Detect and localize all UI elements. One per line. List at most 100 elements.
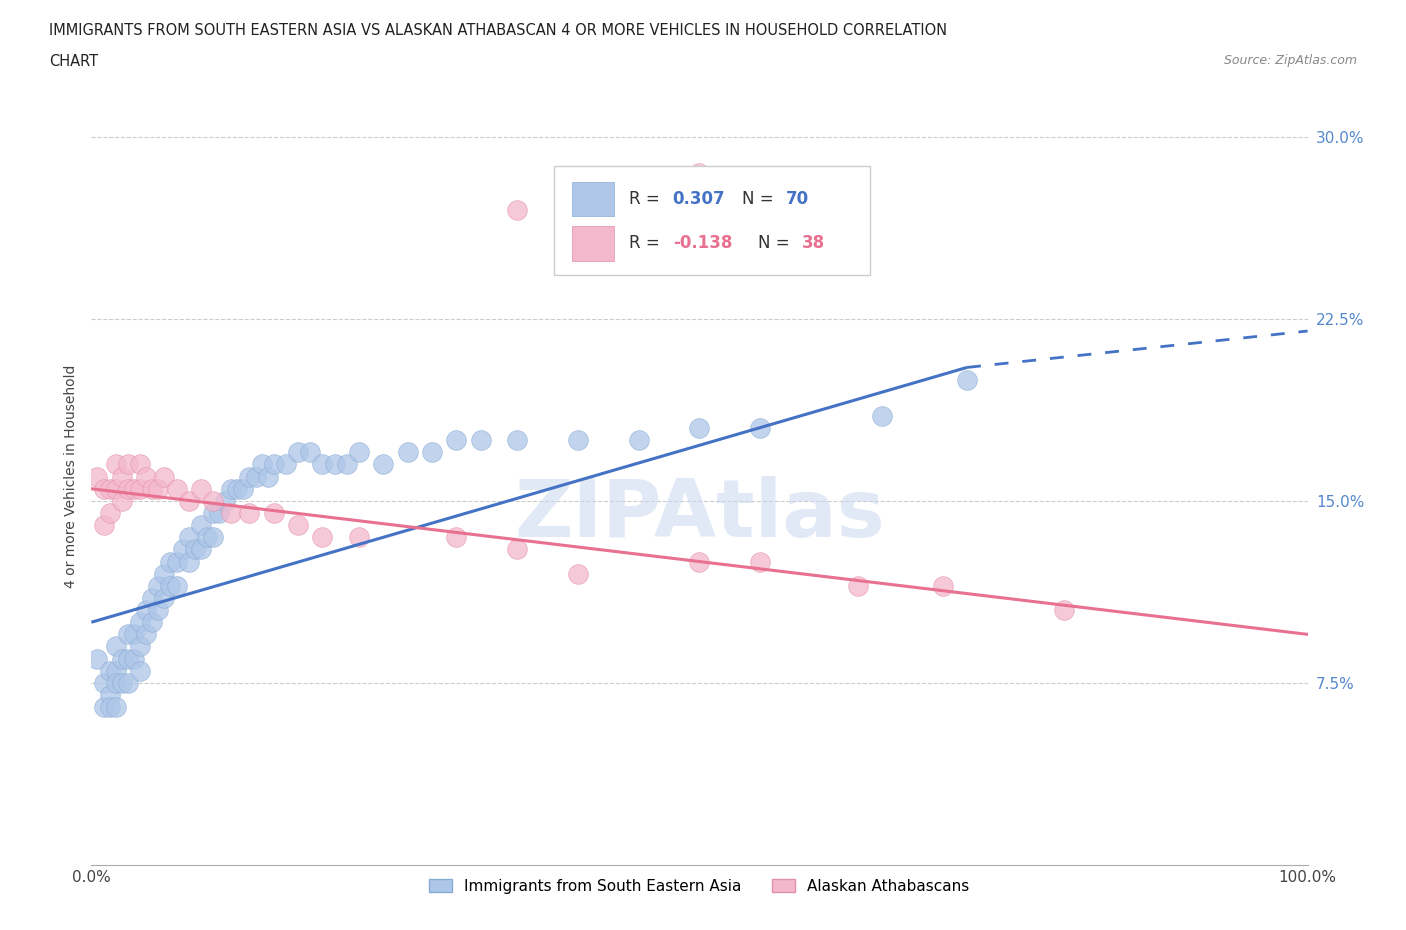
Point xyxy=(153,566,176,581)
Point xyxy=(749,420,772,435)
Point xyxy=(195,530,218,545)
Point xyxy=(506,542,529,557)
Point xyxy=(117,651,139,666)
Point xyxy=(111,469,134,484)
Point xyxy=(148,578,170,593)
Point xyxy=(177,494,200,509)
Point xyxy=(444,432,467,447)
Point xyxy=(263,457,285,472)
Point xyxy=(129,615,152,630)
Point xyxy=(396,445,419,459)
Point xyxy=(148,482,170,497)
Point xyxy=(117,457,139,472)
Point xyxy=(226,482,249,497)
Point xyxy=(104,482,127,497)
Point xyxy=(688,420,710,435)
Point xyxy=(1053,603,1076,618)
Point xyxy=(184,542,207,557)
Point xyxy=(166,578,188,593)
Point xyxy=(153,591,176,605)
Point xyxy=(98,687,121,702)
Point xyxy=(148,603,170,618)
Point xyxy=(111,651,134,666)
Point xyxy=(93,699,115,714)
Text: N =: N = xyxy=(742,190,779,207)
FancyBboxPatch shape xyxy=(572,226,614,260)
Point xyxy=(688,554,710,569)
Point xyxy=(274,457,297,472)
Point xyxy=(287,445,309,459)
Point xyxy=(86,469,108,484)
Point xyxy=(250,457,273,472)
Point xyxy=(129,639,152,654)
Point xyxy=(202,494,225,509)
Point xyxy=(104,639,127,654)
Point xyxy=(98,482,121,497)
Point xyxy=(232,482,254,497)
Point xyxy=(129,663,152,678)
Point xyxy=(190,482,212,497)
Point xyxy=(238,469,260,484)
Point xyxy=(567,432,589,447)
Point xyxy=(104,675,127,690)
Point xyxy=(219,506,242,521)
Point xyxy=(214,494,236,509)
Text: N =: N = xyxy=(758,233,794,252)
Point xyxy=(153,469,176,484)
Point xyxy=(104,663,127,678)
Text: R =: R = xyxy=(628,233,665,252)
Point xyxy=(93,675,115,690)
Point xyxy=(111,494,134,509)
Point xyxy=(846,578,869,593)
Point xyxy=(506,432,529,447)
Point xyxy=(931,578,953,593)
Point xyxy=(299,445,322,459)
Point xyxy=(444,530,467,545)
Legend: Immigrants from South Eastern Asia, Alaskan Athabascans: Immigrants from South Eastern Asia, Alas… xyxy=(423,872,976,900)
Text: 0.307: 0.307 xyxy=(672,190,725,207)
Point xyxy=(956,372,979,387)
Point xyxy=(141,482,163,497)
Point xyxy=(287,518,309,533)
FancyBboxPatch shape xyxy=(572,181,614,217)
Text: ZIPAtlas: ZIPAtlas xyxy=(515,476,884,554)
Point xyxy=(122,482,145,497)
Point xyxy=(117,675,139,690)
Text: 38: 38 xyxy=(801,233,825,252)
Point xyxy=(245,469,267,484)
Text: -0.138: -0.138 xyxy=(672,233,733,252)
Point xyxy=(172,542,194,557)
Point xyxy=(135,469,157,484)
Point xyxy=(336,457,359,472)
Point xyxy=(256,469,278,484)
Point xyxy=(166,554,188,569)
Point xyxy=(141,591,163,605)
Text: R =: R = xyxy=(628,190,665,207)
Point xyxy=(323,457,346,472)
Point xyxy=(373,457,395,472)
Point xyxy=(208,506,231,521)
Point xyxy=(86,651,108,666)
Point xyxy=(190,518,212,533)
Point xyxy=(177,554,200,569)
Point xyxy=(117,482,139,497)
Point xyxy=(749,554,772,569)
Point xyxy=(93,518,115,533)
Point xyxy=(93,482,115,497)
Point xyxy=(122,651,145,666)
Point xyxy=(190,542,212,557)
Point xyxy=(159,554,181,569)
Point xyxy=(506,202,529,217)
FancyBboxPatch shape xyxy=(554,166,870,274)
Point xyxy=(870,408,893,423)
Point xyxy=(135,603,157,618)
Point xyxy=(238,506,260,521)
Point xyxy=(202,530,225,545)
Point xyxy=(311,457,333,472)
Point xyxy=(420,445,443,459)
Point xyxy=(104,699,127,714)
Point xyxy=(627,432,650,447)
Point xyxy=(347,445,370,459)
Y-axis label: 4 or more Vehicles in Household: 4 or more Vehicles in Household xyxy=(63,365,77,589)
Point xyxy=(111,675,134,690)
